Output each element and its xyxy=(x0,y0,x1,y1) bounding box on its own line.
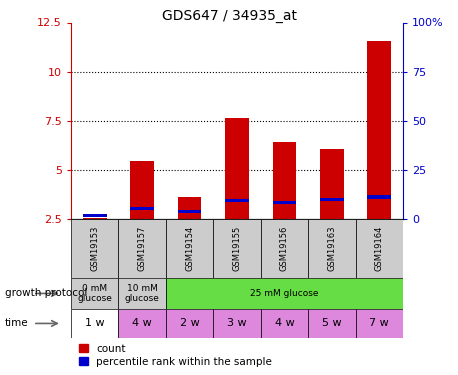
Text: GDS647 / 34935_at: GDS647 / 34935_at xyxy=(162,9,296,23)
Bar xyxy=(273,142,296,219)
Bar xyxy=(320,198,344,201)
Bar xyxy=(119,309,166,338)
Bar xyxy=(71,219,119,278)
Bar xyxy=(367,41,391,219)
Text: 4 w: 4 w xyxy=(275,318,294,328)
Text: 5 w: 5 w xyxy=(322,318,342,328)
Text: growth protocol: growth protocol xyxy=(5,288,87,298)
Bar xyxy=(130,207,154,210)
Text: 2 w: 2 w xyxy=(180,318,199,328)
Text: GSM19153: GSM19153 xyxy=(90,226,99,271)
Text: GSM19163: GSM19163 xyxy=(327,226,336,271)
Text: 10 mM
glucose: 10 mM glucose xyxy=(125,284,159,303)
Text: GSM19164: GSM19164 xyxy=(375,226,384,271)
Text: GSM19154: GSM19154 xyxy=(185,226,194,271)
Bar xyxy=(166,278,403,309)
Bar xyxy=(367,195,391,198)
Bar xyxy=(166,309,213,338)
Bar xyxy=(178,210,202,213)
Bar xyxy=(308,219,355,278)
Text: 3 w: 3 w xyxy=(227,318,247,328)
Bar xyxy=(213,309,261,338)
Bar xyxy=(83,214,107,217)
Bar xyxy=(320,150,344,219)
Bar xyxy=(225,118,249,219)
Bar xyxy=(261,219,308,278)
Bar xyxy=(213,219,261,278)
Bar xyxy=(119,219,166,278)
Text: 1 w: 1 w xyxy=(85,318,104,328)
Legend: count, percentile rank within the sample: count, percentile rank within the sample xyxy=(76,340,275,370)
Bar xyxy=(166,219,213,278)
Text: 7 w: 7 w xyxy=(370,318,389,328)
Text: 0 mM
glucose: 0 mM glucose xyxy=(77,284,112,303)
Bar xyxy=(130,161,154,219)
Bar xyxy=(71,278,119,309)
Bar xyxy=(83,218,107,219)
Bar xyxy=(178,197,202,219)
Bar xyxy=(261,309,308,338)
Text: 25 mM glucose: 25 mM glucose xyxy=(250,289,319,298)
Bar xyxy=(225,199,249,202)
Bar xyxy=(355,219,403,278)
Text: GSM19155: GSM19155 xyxy=(233,226,241,271)
Bar xyxy=(308,309,355,338)
Bar xyxy=(355,309,403,338)
Text: 4 w: 4 w xyxy=(132,318,152,328)
Text: GSM19157: GSM19157 xyxy=(138,226,147,271)
Text: time: time xyxy=(5,318,28,328)
Bar xyxy=(273,201,296,204)
Text: GSM19156: GSM19156 xyxy=(280,226,289,271)
Bar xyxy=(71,309,119,338)
Bar xyxy=(119,278,166,309)
